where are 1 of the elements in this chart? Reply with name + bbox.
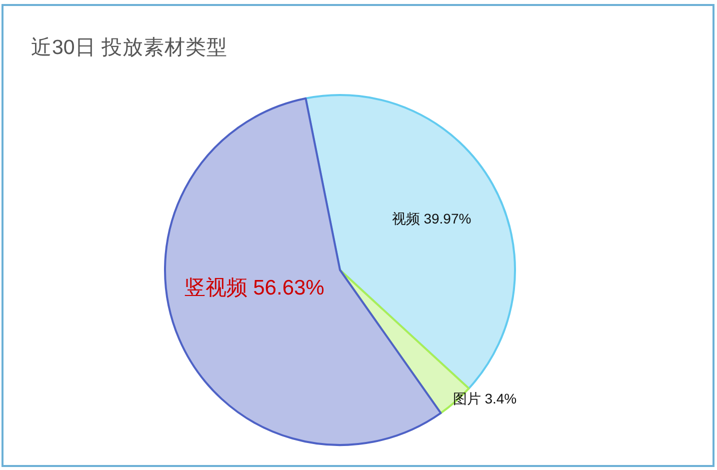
title: 近30日 投放素材类型 (31, 36, 228, 59)
